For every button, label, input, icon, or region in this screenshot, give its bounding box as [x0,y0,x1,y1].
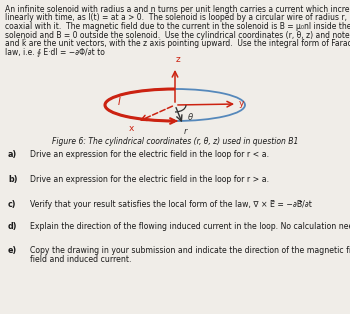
Text: z: z [176,55,181,64]
Text: y: y [239,100,244,109]
Text: Drive an expression for the electric field in the loop for r < a.: Drive an expression for the electric fie… [30,150,269,159]
Text: linearly with time, as I(t) = at a > 0.  The solenoid is looped by a circular wi: linearly with time, as I(t) = at a > 0. … [5,14,347,23]
Text: and k̂ are the unit vectors, with the z axis pointing upward.  Use the integral : and k̂ are the unit vectors, with the z … [5,39,350,48]
Text: x: x [129,124,134,133]
Text: I: I [118,97,120,107]
Text: law, i.e. ∮ E·dl = −∂Φ/∂t to: law, i.e. ∮ E·dl = −∂Φ/∂t to [5,47,105,57]
Text: coaxial with it.  The magnetic field due to the current in the solenoid is B = μ: coaxial with it. The magnetic field due … [5,22,350,31]
Text: Copy the drawing in your submission and indicate the direction of the magnetic f: Copy the drawing in your submission and … [30,246,350,255]
Text: b): b) [8,175,18,184]
Text: a): a) [8,150,17,159]
Text: Explain the direction of the flowing induced current in the loop. No calculation: Explain the direction of the flowing ind… [30,222,350,231]
Text: An infinite solenoid with radius a and n turns per unit length carries a current: An infinite solenoid with radius a and n… [5,5,350,14]
Text: Verify that your result satisfies the local form of the law, ∇ × E⃗ = −∂B⃗/∂t: Verify that your result satisfies the lo… [30,200,312,209]
Text: Figure 6: The cylindrical coordinates (r, θ, z) used in question B1: Figure 6: The cylindrical coordinates (r… [52,137,298,146]
Text: field and induced current.: field and induced current. [30,255,132,263]
Text: solenoid and B = 0 outside the solenoid.  Use the cylindrical coordinates (r, θ,: solenoid and B = 0 outside the solenoid.… [5,30,350,40]
Text: c): c) [8,200,16,209]
Text: θ: θ [188,113,193,122]
Text: e): e) [8,246,17,255]
Text: Drive an expression for the electric field in the loop for r > a.: Drive an expression for the electric fie… [30,175,269,184]
Text: r: r [184,127,188,136]
Text: d): d) [8,222,18,231]
